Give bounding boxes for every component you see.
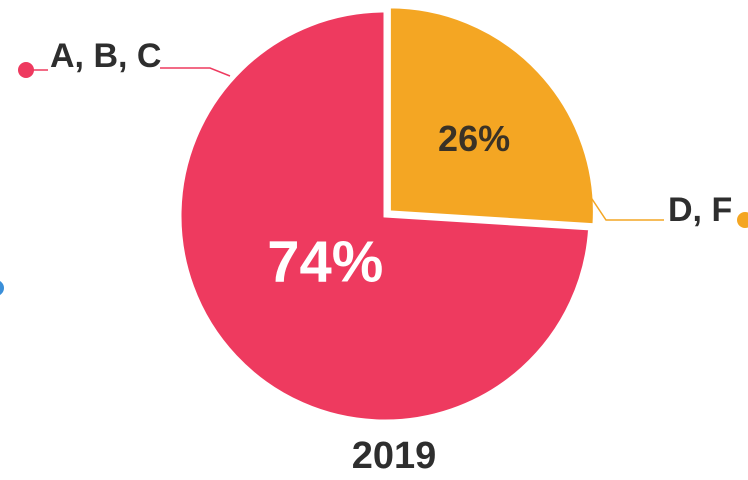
legend-dot bbox=[737, 212, 748, 228]
leader-line bbox=[160, 67, 231, 77]
legend-label: D, F bbox=[668, 191, 732, 229]
slice-label: 74% bbox=[267, 229, 383, 294]
chart-title: 2019 bbox=[352, 435, 437, 477]
leader-line bbox=[589, 195, 664, 221]
pie-slice bbox=[387, 5, 596, 227]
legend-label: A, B, C bbox=[50, 37, 161, 75]
slice-label: 26% bbox=[438, 118, 510, 159]
legend-dot bbox=[18, 62, 34, 78]
clipped-dot bbox=[0, 281, 4, 295]
pie-slice bbox=[178, 9, 592, 423]
